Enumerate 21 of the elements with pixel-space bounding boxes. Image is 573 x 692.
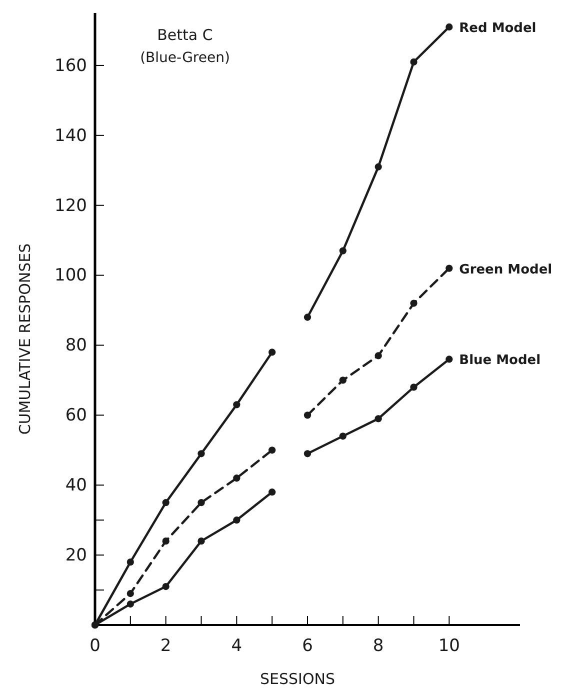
y-tick-label: 140	[54, 126, 87, 146]
x-axis-title: SESSIONS	[260, 670, 336, 688]
x-tick-label: 0	[90, 636, 100, 656]
series-label: Red Model	[459, 20, 536, 36]
x-tick-label: 6	[302, 636, 313, 656]
y-tick-label: 20	[65, 545, 87, 566]
y-tick-label: 80	[65, 336, 87, 356]
x-tick-label: 4	[231, 636, 242, 656]
y-tick-label: 100	[54, 266, 87, 286]
series-label: Green Model	[459, 262, 552, 278]
y-tick-label: 60	[65, 406, 87, 426]
text: Betta C	[157, 26, 213, 44]
x-tick-label: 10	[438, 636, 460, 656]
y-axis-title: CUMULATIVE RESPONSES	[16, 243, 34, 435]
series-label: Blue Model	[459, 353, 541, 368]
y-tick-label: 120	[54, 196, 87, 216]
y-tick-label: 160	[54, 56, 87, 76]
x-tick-label: 8	[372, 636, 384, 656]
text: (Blue-Green)	[140, 50, 230, 66]
y-tick-label: 40	[65, 476, 87, 496]
x-tick-label: 2	[160, 636, 172, 656]
